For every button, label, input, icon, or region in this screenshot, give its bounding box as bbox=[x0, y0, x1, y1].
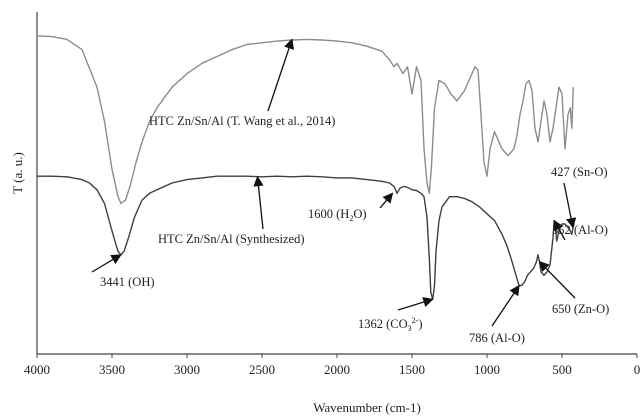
annotation-text-part: 552 (Al-O) bbox=[552, 223, 608, 237]
x-tick-label: 500 bbox=[552, 362, 572, 377]
annotation-co3-1362: 1362 (CO32-) bbox=[358, 316, 423, 333]
annotation-arrow bbox=[538, 260, 576, 299]
x-tick-label: 4000 bbox=[24, 362, 50, 377]
spectrum-line-synthesized bbox=[37, 175, 575, 300]
annotation-arrow bbox=[553, 219, 566, 241]
annotation-text-part: 2 bbox=[349, 214, 353, 223]
annotation-arrow bbox=[379, 192, 394, 209]
annotation-alo-786: 786 (Al-O) bbox=[469, 331, 525, 345]
annotation-text-part: 3441 (OH) bbox=[100, 275, 155, 289]
annotation-text-part: 2- bbox=[412, 316, 419, 325]
annotation-arrow bbox=[91, 254, 122, 273]
axes: 4000 3500 3000 2500 2000 1500 1000 500 0 Wavenumb… bbox=[10, 12, 640, 415]
annotation-text-part: ) bbox=[418, 317, 422, 331]
spectrum-line-reference bbox=[36, 35, 574, 205]
annotation-arrow bbox=[563, 182, 577, 229]
annotation-oh-3441: 3441 (OH) bbox=[100, 275, 155, 289]
x-tick-label: 1500 bbox=[399, 362, 425, 377]
x-tick-label: 3500 bbox=[99, 362, 125, 377]
annotation-zno-650: 650 (Zn-O) bbox=[552, 302, 609, 316]
y-axis-title: T (a. u.) bbox=[10, 152, 25, 194]
x-tick-label: 2500 bbox=[249, 362, 275, 377]
annotation-synth-label: HTC Zn/Sn/Al (Synthesized) bbox=[158, 232, 305, 246]
annotation-text-part: 3 bbox=[408, 324, 412, 333]
annotation-text-part: 650 (Zn-O) bbox=[552, 302, 609, 316]
annotation-text-part: 786 (Al-O) bbox=[469, 331, 525, 345]
annotation-arrow bbox=[253, 175, 264, 230]
annotation-text-part: HTC Zn/Sn/Al (Synthesized) bbox=[158, 232, 305, 246]
annotation-text-part: 1362 (CO bbox=[358, 317, 408, 331]
annotation-ref-label: HTC Zn/Sn/Al (T. Wang et al., 2014) bbox=[149, 114, 335, 128]
x-tick-label: 3000 bbox=[174, 362, 200, 377]
x-tick-label: 2000 bbox=[324, 362, 350, 377]
annotation-text-part: O) bbox=[353, 207, 366, 221]
annotation-layer: HTC Zn/Sn/Al (T. Wang et al., 2014) HTC Z… bbox=[91, 38, 609, 345]
annotation-text-part: 427 (Sn-O) bbox=[551, 165, 608, 179]
x-tick-label: 0 bbox=[634, 362, 641, 377]
annotation-alo-552: 552 (Al-O) bbox=[552, 223, 608, 237]
annotation-h2o-1600: 1600 (H2O) bbox=[308, 207, 367, 223]
x-axis-title: Wavenumber (cm-1) bbox=[313, 400, 421, 415]
annotation-text-part: 1600 (H bbox=[308, 207, 349, 221]
annotation-arrow bbox=[397, 297, 434, 311]
series-layer bbox=[36, 35, 575, 300]
x-tick-label: 1000 bbox=[474, 362, 500, 377]
annotation-arrow bbox=[267, 38, 294, 112]
annotation-text-part: HTC Zn/Sn/Al (T. Wang et al., 2014) bbox=[149, 114, 335, 128]
annotation-arrow bbox=[491, 284, 520, 327]
annotation-sno-427: 427 (Sn-O) bbox=[551, 165, 608, 179]
